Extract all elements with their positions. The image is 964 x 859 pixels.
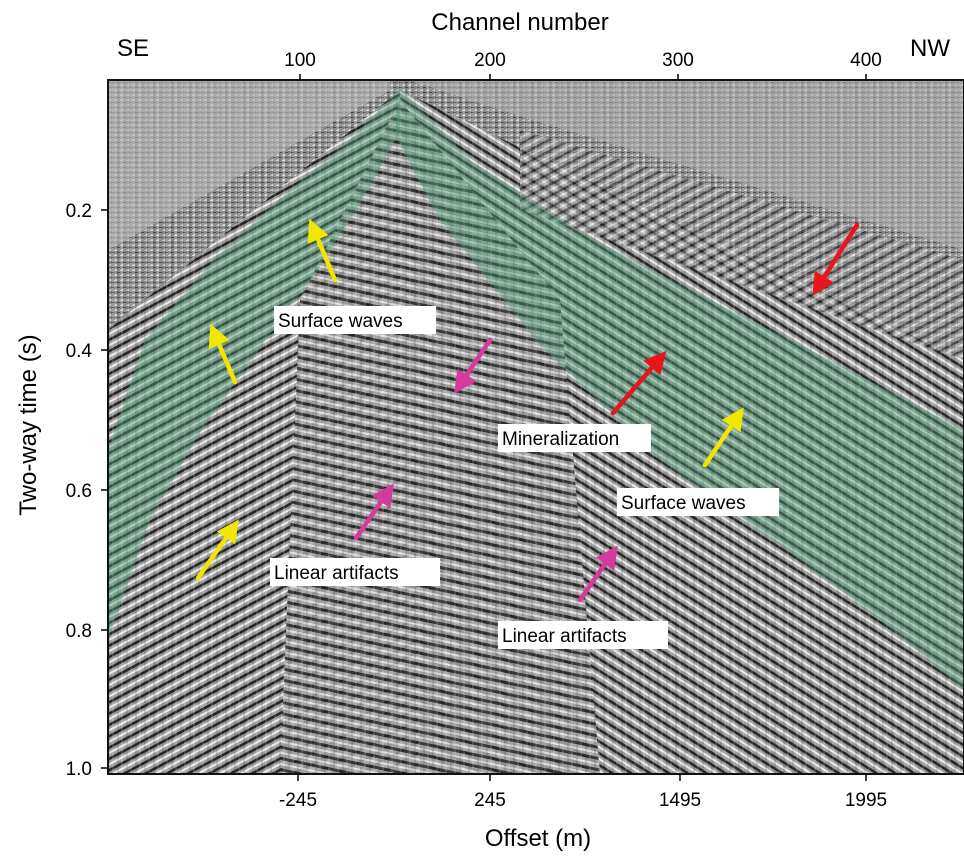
annotation-label-surface-waves-2: Surface waves [617,488,779,516]
red-arrow [610,350,667,416]
magenta-arrow [353,483,394,541]
plot-frame [107,79,964,775]
yellow-arrow [702,407,744,468]
left-tick-label: 0.6 [66,481,92,502]
yellow-arrow [208,323,238,385]
red-arrow [812,222,860,296]
svg-text:Linear artifacts: Linear artifacts [502,626,627,647]
annotation-label-linear-artifacts-2: Linear artifacts [498,621,668,649]
bottom-tick-label: 1995 [845,790,887,811]
top-axis-title: Channel number [431,9,608,36]
svg-text:Surface waves: Surface waves [278,311,403,332]
yellow-arrow [307,218,338,283]
corner-label-right: NW [910,35,950,62]
annotation-label-mineralization: Mineralization [498,424,651,452]
left-tick-label: 1.0 [66,759,92,780]
bottom-tick-label: 1495 [659,790,701,811]
annotation-arrows [195,218,860,603]
bottom-tick-label: -245 [279,790,317,811]
magenta-arrow [454,337,493,394]
bottom-axis-ticks: -245 245 1495 1995 [279,774,887,811]
left-tick-label: 0.4 [66,341,93,362]
svg-text:Surface waves: Surface waves [621,493,746,514]
top-tick-label: 200 [474,50,506,71]
left-tick-label: 0.8 [66,621,92,642]
yellow-arrow [195,519,239,581]
left-axis-title: Two-way time (s) [15,334,42,515]
top-tick-label: 100 [284,50,316,71]
svg-text:Linear artifacts: Linear artifacts [274,563,399,584]
bottom-axis-title: Offset (m) [485,825,591,852]
left-axis-ticks: 0.2 0.4 0.6 0.8 1.0 [66,201,108,780]
bottom-tick-label: 245 [474,790,506,811]
magenta-arrow [577,545,618,603]
top-tick-label: 400 [850,50,882,71]
surface-wave-band-right [395,88,964,690]
annotation-label-linear-artifacts-1: Linear artifacts [270,558,440,586]
top-tick-label: 300 [662,50,694,71]
annotation-label-surface-waves-1: Surface waves [274,306,436,334]
left-tick-label: 0.2 [66,201,92,222]
svg-text:Mineralization: Mineralization [502,429,619,450]
corner-label-left: SE [117,35,149,62]
top-axis-ticks: 100 200 300 400 [284,50,882,80]
